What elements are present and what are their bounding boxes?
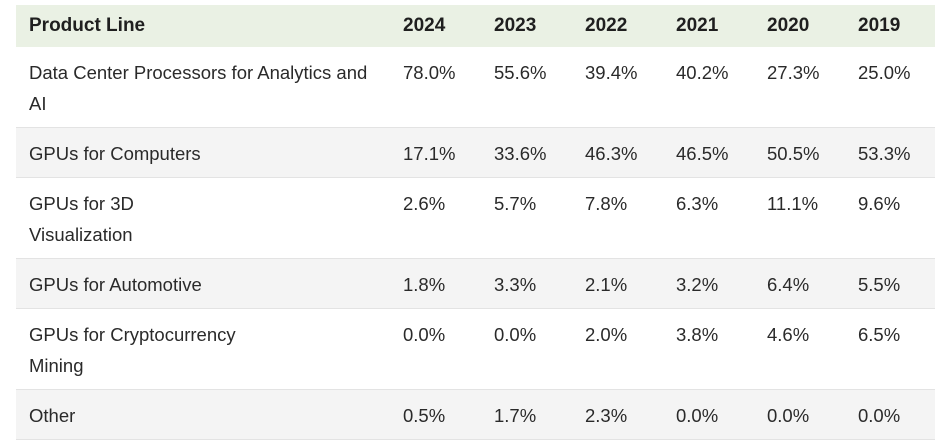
cell-value: 50.5% [767, 143, 820, 164]
cell-value: 2.0% [585, 324, 628, 345]
cell-value: 40.2% [676, 62, 729, 83]
cell-value: 27.3% [767, 62, 820, 83]
cell-value: 55.6% [494, 62, 547, 83]
cell-value: 11.1% [767, 193, 819, 214]
cell-value: 0.0% [858, 405, 901, 426]
cell-value: 9.6% [858, 193, 901, 214]
cell-value: 0.5% [403, 405, 446, 426]
cell-value: 5.7% [494, 193, 537, 214]
header-year-2024: 2024 [403, 15, 446, 36]
header-year-2021: 2021 [676, 15, 719, 36]
row-product-name: GPUs for Cryptocurrency Mining [29, 324, 236, 376]
cell-value: 46.3% [585, 143, 638, 164]
cell-value: 0.0% [767, 405, 810, 426]
table-row: GPUs for Cryptocurrency Mining 0.0% 0.0%… [16, 308, 935, 390]
cell-value: 1.7% [494, 405, 537, 426]
cell-value: 53.3% [858, 143, 911, 164]
table-row: GPUs for Computers 17.1% 33.6% 46.3% 46.… [16, 127, 935, 178]
row-product-name: GPUs for 3D Visualization [29, 193, 134, 245]
cell-value: 2.6% [403, 193, 446, 214]
cell-value: 3.3% [494, 274, 537, 295]
cell-value: 4.6% [767, 324, 810, 345]
product-line-table-container: Product Line 2024 2023 2022 2021 2020 20… [16, 5, 935, 440]
cell-value: 6.5% [858, 324, 901, 345]
cell-value: 0.0% [403, 324, 446, 345]
header-row: Product Line 2024 2023 2022 2021 2020 20… [16, 5, 935, 47]
cell-value: 3.8% [676, 324, 719, 345]
table-body: Data Center Processors for Analytics and… [16, 47, 935, 440]
table-row: GPUs for Automotive 1.8% 3.3% 2.1% 3.2% … [16, 258, 935, 309]
table-row: GPUs for 3D Visualization 2.6% 5.7% 7.8%… [16, 177, 935, 259]
cell-value: 17.1% [403, 143, 456, 164]
table-row: Data Center Processors for Analytics and… [16, 47, 935, 128]
header-year-2019: 2019 [858, 15, 901, 36]
header-year-2022: 2022 [585, 15, 628, 36]
cell-value: 7.8% [585, 193, 628, 214]
cell-value: 6.4% [767, 274, 810, 295]
cell-value: 5.5% [858, 274, 901, 295]
header-product-line: Product Line [29, 15, 146, 36]
header-year-2020: 2020 [767, 15, 810, 36]
cell-value: 2.1% [585, 274, 628, 295]
cell-value: 0.0% [676, 405, 719, 426]
cell-value: 33.6% [494, 143, 547, 164]
row-product-name: Other [29, 405, 76, 426]
cell-value: 78.0% [403, 62, 456, 83]
cell-value: 6.3% [676, 193, 719, 214]
row-product-name: Data Center Processors for Analytics and… [29, 62, 368, 114]
product-line-table: Product Line 2024 2023 2022 2021 2020 20… [16, 5, 935, 440]
row-product-name: GPUs for Computers [29, 143, 201, 164]
table-row: Other 0.5% 1.7% 2.3% 0.0% 0.0% 0.0% [16, 389, 935, 440]
cell-value: 3.2% [676, 274, 719, 295]
header-year-2023: 2023 [494, 15, 537, 36]
cell-value: 25.0% [858, 62, 911, 83]
row-product-name: GPUs for Automotive [29, 274, 202, 295]
cell-value: 46.5% [676, 143, 729, 164]
cell-value: 2.3% [585, 405, 628, 426]
cell-value: 0.0% [494, 324, 537, 345]
cell-value: 39.4% [585, 62, 638, 83]
cell-value: 1.8% [403, 274, 446, 295]
table-header: Product Line 2024 2023 2022 2021 2020 20… [16, 5, 935, 47]
